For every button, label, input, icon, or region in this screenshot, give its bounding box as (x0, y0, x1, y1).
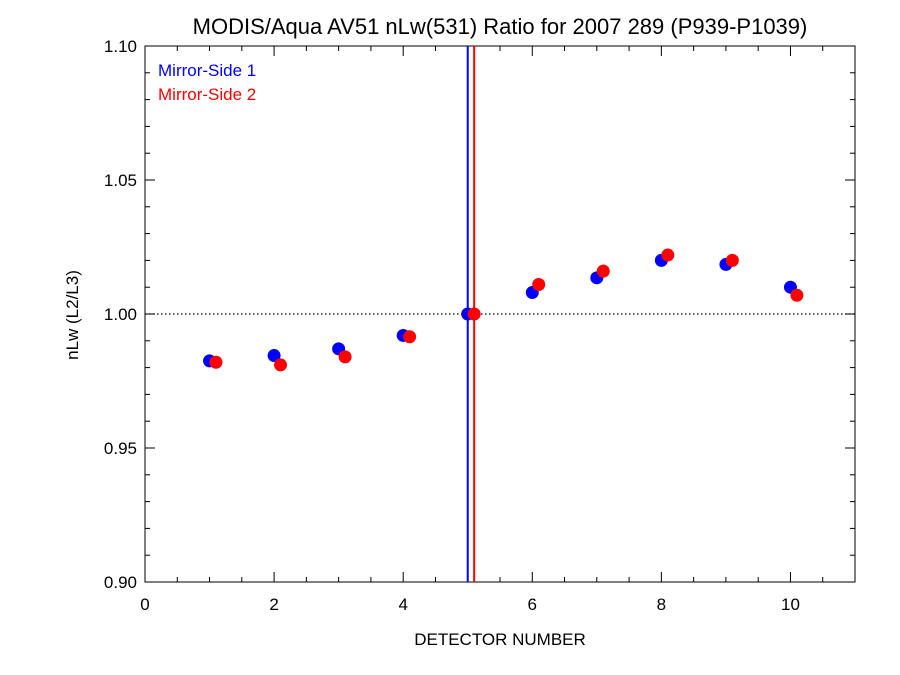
x-tick-label: 0 (140, 595, 149, 614)
y-axis-label: nLw (L2/L3) (63, 270, 82, 360)
plot-area: 0 2 4 6 8 10 0.90 0.95 1.00 1.05 1.10 (104, 37, 856, 614)
series-2-point (467, 307, 481, 321)
legend-entry-2: Mirror-Side 2 (158, 85, 256, 104)
series-2-point (661, 248, 675, 262)
y-tick-label: 1.00 (104, 305, 137, 324)
series-2-point (274, 358, 288, 372)
series-2-point (338, 350, 352, 364)
x-tick-label: 8 (657, 595, 666, 614)
x-tick-label: 2 (269, 595, 278, 614)
series-2-point (790, 288, 804, 302)
y-tick-label: 1.10 (104, 37, 137, 56)
x-tick-label: 4 (398, 595, 407, 614)
plot-frame (144, 45, 856, 583)
series-2-point (725, 253, 739, 267)
series-2-point (403, 330, 417, 344)
series-2-point (532, 278, 546, 292)
series-2-point (209, 355, 223, 369)
y-tick-label: 0.95 (104, 439, 137, 458)
x-tick-label: 10 (781, 595, 800, 614)
x-axis-label: DETECTOR NUMBER (414, 630, 586, 649)
legend: Mirror-Side 1 Mirror-Side 2 (158, 61, 256, 104)
y-tick-label: 0.90 (104, 573, 137, 592)
series-1-point (267, 349, 281, 363)
series-2-point (596, 264, 610, 278)
x-tick-label: 6 (528, 595, 537, 614)
chart-title: MODIS/Aqua AV51 nLw(531) Ratio for 2007 … (193, 14, 808, 39)
y-tick-label: 1.05 (104, 171, 137, 190)
legend-entry-1: Mirror-Side 1 (158, 61, 256, 80)
